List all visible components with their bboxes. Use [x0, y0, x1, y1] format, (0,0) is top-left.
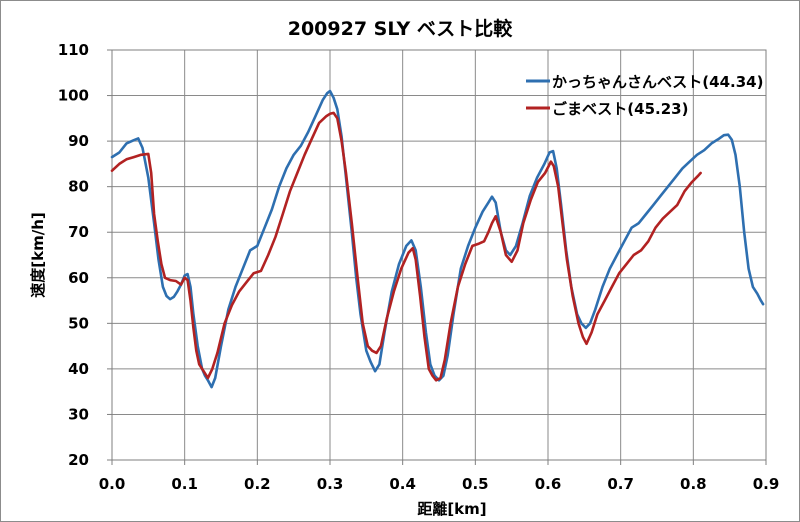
x-tick-label: 0.2 [244, 475, 271, 493]
y-tick-label: 110 [58, 41, 89, 59]
x-axis-label: 距離[km] [417, 500, 486, 518]
x-tick-label: 0.4 [389, 475, 416, 493]
series-lines [110, 89, 765, 389]
x-axis-ticks: 0.0 0.1 0.2 0.3 0.4 0.5 0.6 0.7 0.8 0.9 [99, 460, 780, 493]
x-tick-label: 0.3 [317, 475, 344, 493]
x-tick-label: 0.6 [535, 475, 562, 493]
y-tick-label: 20 [68, 451, 89, 469]
x-tick-label: 0.1 [171, 475, 198, 493]
plot-border [111, 49, 767, 461]
x-tick-label: 0.8 [680, 475, 707, 493]
series-line-2 [110, 111, 702, 382]
y-axis-ticks: 20 30 40 50 60 70 80 90 100 110 [58, 41, 112, 469]
x-tick-label: 0.9 [753, 475, 780, 493]
legend: かっちゃんさんベスト(44.34) ごまベスト(45.23) [526, 73, 763, 118]
y-tick-label: 40 [68, 360, 89, 378]
y-tick-label: 60 [68, 269, 89, 287]
x-tick-label: 0.5 [462, 475, 489, 493]
y-tick-label: 70 [68, 223, 89, 241]
y-tick-label: 30 [68, 405, 89, 423]
plot-area [112, 50, 766, 460]
y-axis-label: 速度[km/h] [29, 212, 47, 297]
y-tick-label: 80 [68, 178, 89, 196]
x-tick-label: 0.7 [607, 475, 634, 493]
y-tick-label: 50 [68, 314, 89, 332]
x-tick-label: 0.0 [99, 475, 126, 493]
chart-title: 200927 SLY ベスト比較 [288, 17, 514, 40]
y-tick-label: 90 [68, 132, 89, 150]
y-tick-label: 100 [58, 87, 89, 105]
legend-label-2: ごまベスト(45.23) [552, 100, 688, 118]
legend-label-1: かっちゃんさんベスト(44.34) [552, 73, 763, 91]
